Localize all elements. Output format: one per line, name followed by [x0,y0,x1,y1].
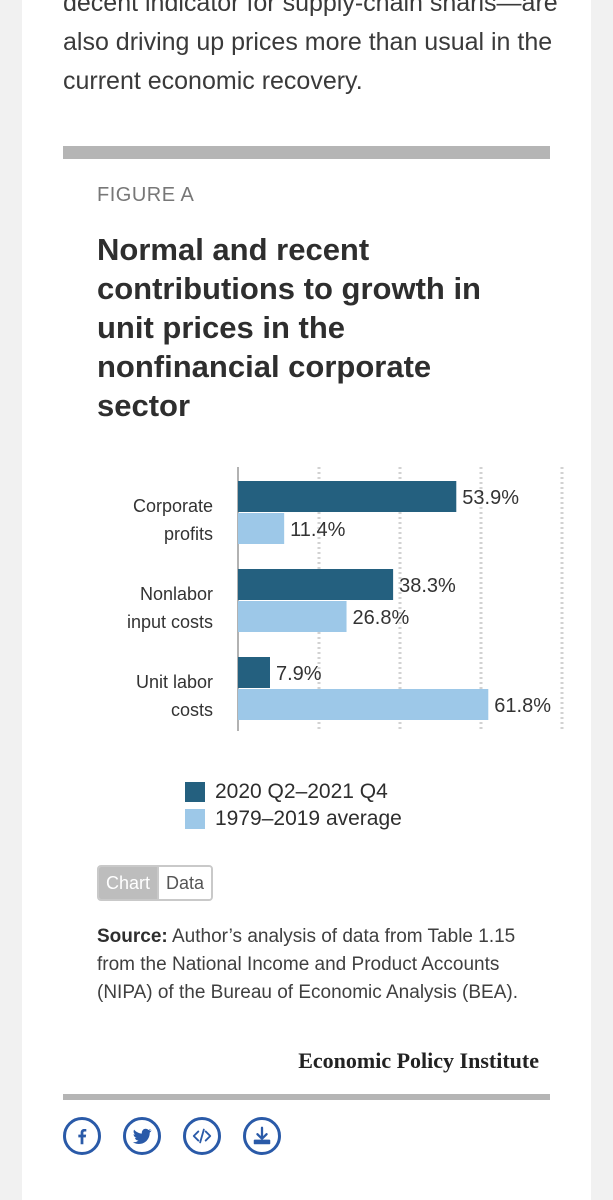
bar-recent [238,657,270,688]
data-label: 53.9% [462,487,519,509]
data-label: 61.8% [494,695,551,717]
legend-item-recent: 2020 Q2–2021 Q4 [185,778,402,805]
category-label: Corporate profits [133,496,213,544]
bar-recent [238,481,457,512]
data-label: 11.4% [290,519,345,541]
bar-average [238,601,347,632]
share-toolbar [63,1117,281,1155]
legend-item-average: 1979–2019 average [185,805,402,832]
chart-data-toggle: Chart Data [97,865,214,901]
category-label: Nonlabor input costs [127,584,213,632]
data-label: 26.8% [353,607,410,629]
source-text: Author’s analysis of data from Table 1.1… [97,926,518,1003]
category-label-line: profits [164,524,213,544]
figure-bottom-rule [63,1094,550,1100]
category-label-line: Nonlabor [140,584,213,604]
source-prefix: Source: [97,926,168,947]
download-share-button[interactable] [243,1117,281,1155]
embed-share-button[interactable] [183,1117,221,1155]
legend-swatch-recent [185,781,205,802]
facebook-share-button[interactable] [63,1117,101,1155]
data-label: 7.9% [276,663,322,685]
category-label-line: input costs [127,612,213,632]
figure-title: Normal and recent contributions to growt… [97,232,481,423]
brand-name: Economic Policy Institute [298,1048,539,1073]
chart-legend: 2020 Q2–2021 Q4 1979–2019 average [185,778,402,832]
twitter-share-button[interactable] [123,1117,161,1155]
data-tab[interactable]: Data [157,867,212,899]
figure-top-rule [63,146,550,159]
embed-icon [192,1128,212,1144]
download-icon [253,1126,271,1145]
category-label-line: Corporate [133,496,213,516]
legend-label-average: 1979–2019 average [215,806,402,830]
bar-recent [238,569,394,600]
chart-tab[interactable]: Chart [99,867,158,899]
category-label: Unit labor costs [136,672,213,720]
category-label-line: costs [171,700,213,720]
legend-label-recent: 2020 Q2–2021 Q4 [215,779,388,803]
intro-paragraph: decent indicator for supply-chain snarls… [63,0,558,95]
category-label-line: Unit labor [136,672,213,692]
figure-label: FIGURE A [97,184,195,206]
article-page: decent indicator for supply-chain snarls… [22,0,591,1200]
facebook-icon [78,1128,87,1145]
twitter-icon [132,1128,152,1144]
legend-swatch-average [185,808,205,829]
bar-average [238,689,489,720]
source-note: Source: Author’s analysis of data from T… [97,923,537,1007]
bar-average [238,513,285,544]
data-label: 38.3% [399,575,456,597]
bar-chart: Corporate profits 53.9% 11.4% Nonlabor input … [127,467,564,731]
